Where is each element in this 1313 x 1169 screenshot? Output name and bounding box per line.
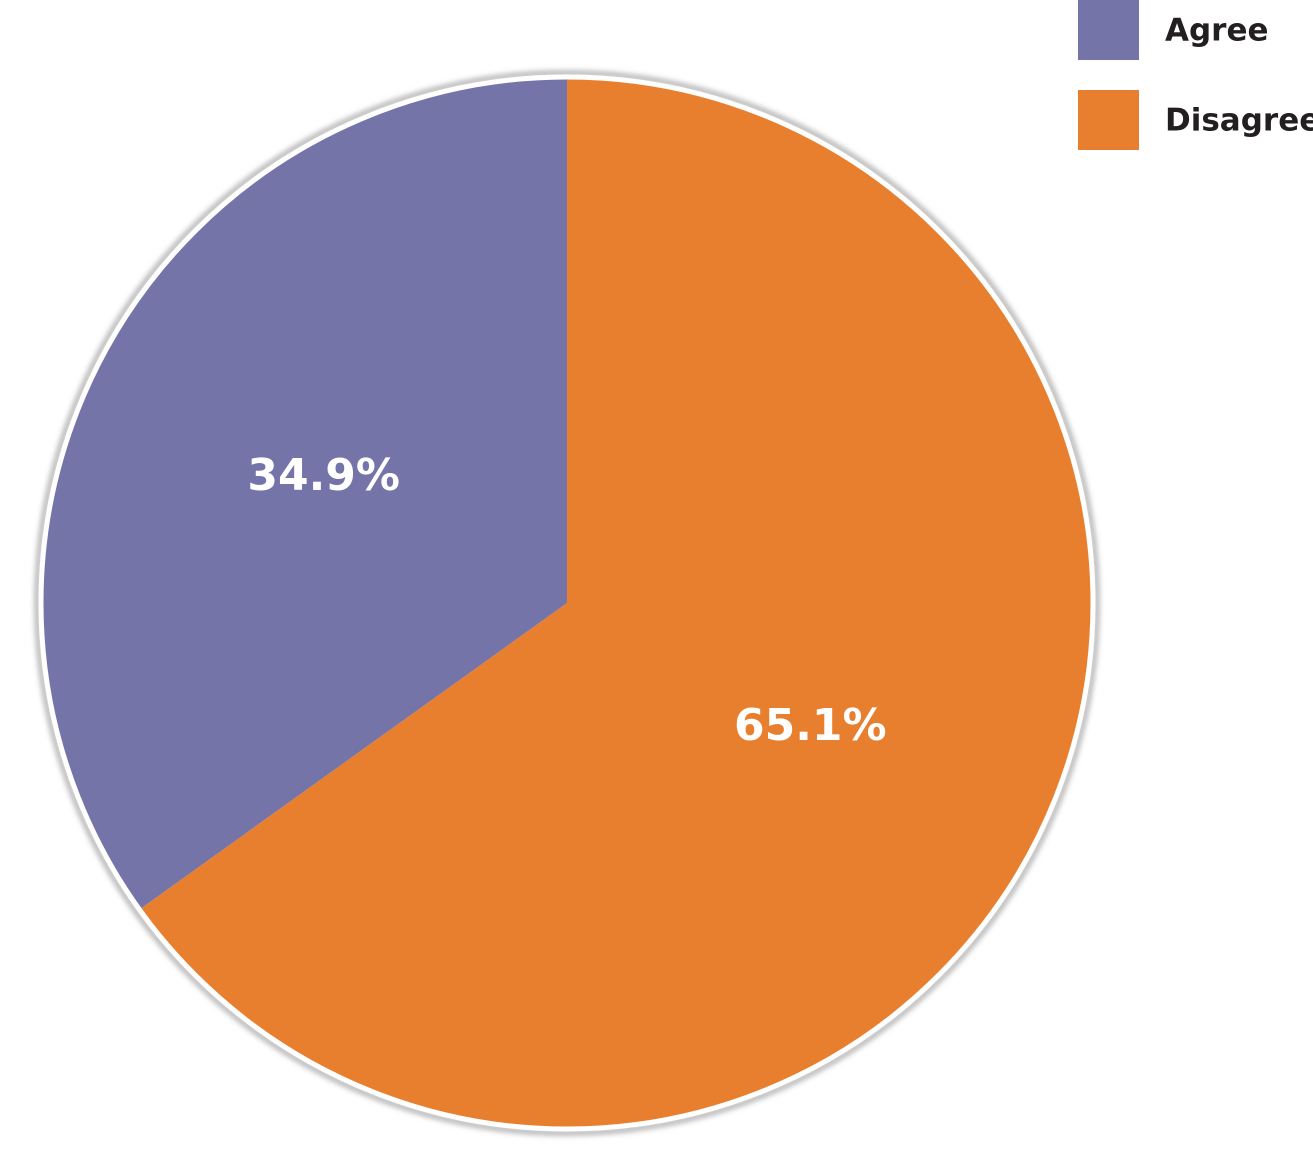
- legend-swatch: [1078, 90, 1139, 150]
- pie-slice: [139, 77, 1093, 1129]
- legend-label: Agree: [1165, 13, 1269, 49]
- pie-shadow: [35, 71, 1099, 1135]
- slice-labels: 65.1% 34.9%: [247, 450, 886, 751]
- pie-slice: [40, 77, 567, 910]
- pie-border: [38, 74, 1096, 1132]
- legend-swatch: [1078, 0, 1139, 60]
- pie: [40, 77, 1093, 1129]
- legend-label: Disagree: [1165, 103, 1313, 139]
- slice-label: 65.1%: [734, 700, 887, 751]
- slice-label: 34.9%: [247, 450, 400, 501]
- legend: Agree Disagree: [1078, 0, 1313, 150]
